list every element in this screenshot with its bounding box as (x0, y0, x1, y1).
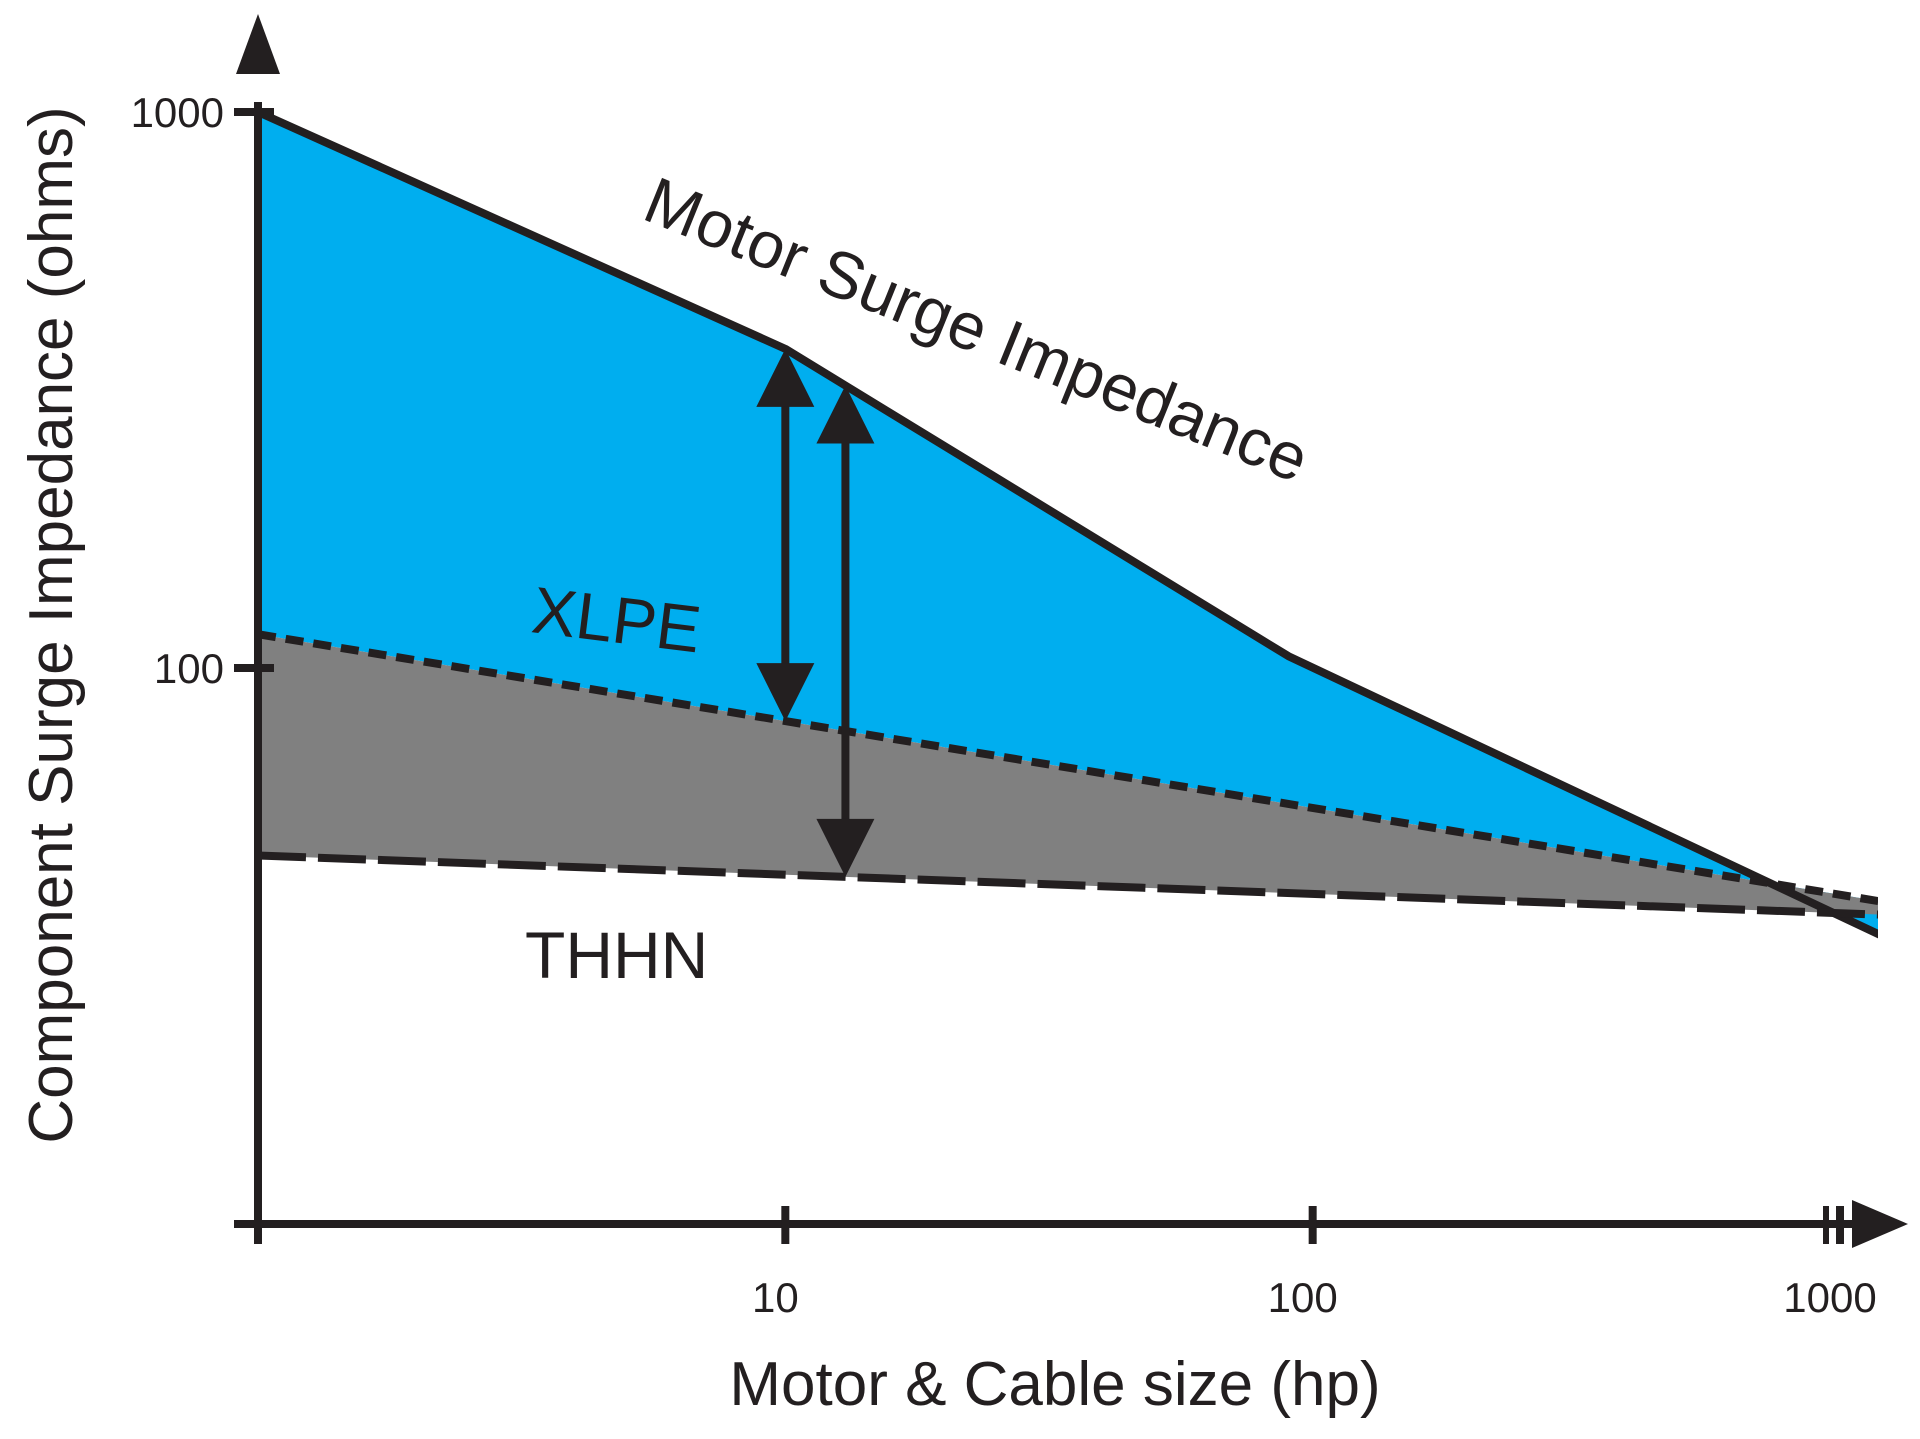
x-tick-label: 1000 (1783, 1274, 1876, 1321)
series-line-1 (258, 108, 1878, 939)
series-line-2 (258, 630, 1878, 906)
x-axis-title: Motor & Cable size (hp) (729, 1350, 1380, 1419)
x-tick-label: 10 (752, 1274, 799, 1321)
shaded-region-2 (258, 634, 1878, 915)
y-axis-arrowhead (236, 14, 280, 74)
y-tick-label: 100 (154, 645, 224, 692)
series-label-thhn: THHN (525, 918, 708, 992)
x-tick-label: 100 (1268, 1274, 1338, 1321)
y-axis-title: Component Surge Impedance (ohms) (17, 106, 86, 1143)
series-line-3 (258, 851, 1878, 919)
double-arrow-2 (816, 385, 875, 877)
y-tick-label: 1000 (131, 89, 224, 136)
x-axis-arrowhead (1852, 1200, 1908, 1248)
double-arrow-1 (756, 348, 815, 722)
